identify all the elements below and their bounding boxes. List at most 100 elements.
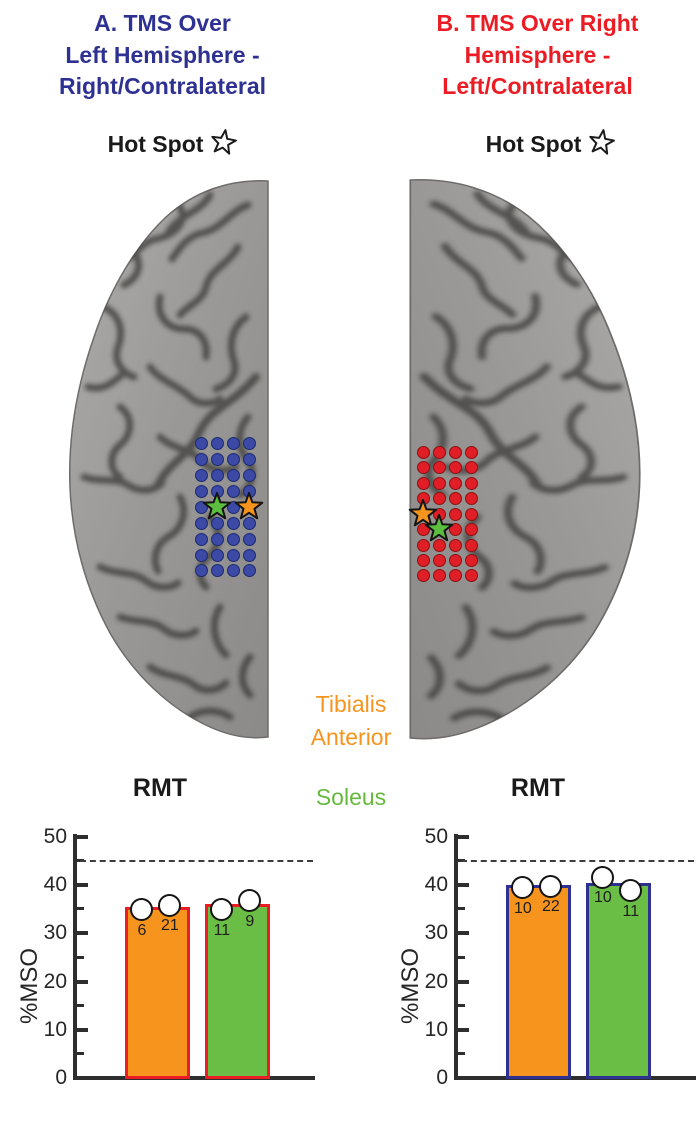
stimulation-site-dot	[416, 445, 430, 459]
y-axis-major-tick	[458, 931, 469, 936]
y-axis-tick-label: 50	[43, 825, 67, 848]
participant-id-label: 11	[213, 921, 231, 939]
stimulation-site-dot	[448, 460, 462, 474]
panel-a-title-line-2: Left Hemisphere -	[65, 41, 260, 68]
y-axis-tick-label: 40	[43, 873, 67, 897]
participant-data-point	[158, 893, 182, 917]
stimulation-site-dot	[448, 568, 462, 582]
stimulation-site-dot	[416, 538, 430, 552]
stimulation-site-dot	[210, 563, 224, 577]
stimulation-site-dot	[242, 563, 256, 577]
stimulation-site-dot	[448, 491, 462, 505]
y-axis-tick-label: 30	[43, 921, 67, 945]
y-axis-major-tick	[77, 979, 88, 984]
stimulation-site-dot	[416, 460, 430, 474]
Soleus-hotspot-star	[202, 492, 232, 522]
stimulation-site-dot	[464, 507, 478, 521]
y-axis-minor-tick	[77, 1003, 84, 1007]
stimulation-site-dot	[432, 445, 446, 459]
x-axis-line	[454, 1076, 696, 1080]
stimulation-site-dot	[226, 436, 240, 450]
participant-data-point	[591, 865, 615, 889]
stimulation-site-dot	[448, 476, 462, 490]
soleus-bar	[205, 904, 270, 1079]
stimulation-site-dot	[226, 484, 240, 498]
hotspot-text: Hot Spot	[107, 131, 204, 157]
panel-a-title-line-1: A. TMS Over	[94, 10, 231, 36]
threshold-dashed-line	[80, 860, 313, 863]
hotspot-text: Hot Spot	[485, 131, 582, 157]
stimulation-site-dot	[432, 568, 446, 582]
stimulation-site-dot	[194, 436, 208, 450]
y-axis-major-tick	[458, 835, 469, 839]
participant-id-label: 11	[622, 902, 640, 920]
y-axis-tick-label: 50	[424, 825, 448, 848]
stimulation-site-dot	[464, 445, 478, 459]
stimulation-site-dot	[416, 568, 430, 582]
stimulation-site-dot	[210, 452, 224, 466]
participant-data-point	[539, 874, 563, 898]
stimulation-site-dot	[210, 516, 224, 530]
participant-id-label: 9	[245, 912, 255, 930]
stimulation-site-dot	[464, 538, 478, 552]
y-axis-tick-label: 0	[436, 1066, 448, 1089]
stimulation-site-dot	[464, 553, 478, 567]
stimulation-site-dot	[194, 484, 208, 498]
stimulation-site-dot	[432, 491, 446, 505]
stimulation-site-dot	[242, 516, 256, 530]
soleus-bar	[586, 882, 651, 1079]
star-outline-icon	[211, 129, 238, 155]
stimulation-site-dot	[226, 532, 240, 546]
participant-id-label: 10	[593, 889, 612, 907]
participant-data-point	[511, 876, 535, 900]
panel-b-title: B. TMS Over Right Hemisphere - Left/Cont…	[405, 8, 670, 103]
stimulation-site-dot	[226, 563, 240, 577]
star-outline-icon	[589, 129, 616, 155]
stimulation-site-dot	[432, 553, 446, 567]
participant-id-label: 10	[513, 899, 532, 917]
stimulation-site-dot	[226, 548, 240, 562]
y-axis-minor-tick	[77, 907, 84, 911]
y-axis-tick-label: 10	[43, 1017, 67, 1041]
x-axis-line	[73, 1076, 315, 1080]
y-axis-line	[73, 834, 77, 1080]
stimulation-site-dot	[464, 491, 478, 505]
stimulation-site-dot	[432, 538, 446, 552]
participant-data-point	[238, 889, 262, 913]
y-axis-major-tick	[458, 1027, 469, 1032]
stimulation-site-dot	[242, 548, 256, 562]
y-axis-major-tick	[77, 835, 88, 839]
stimulation-site-dot	[448, 538, 462, 552]
stimulation-site-dot	[194, 468, 208, 482]
panel-a-hotspot-label: Hot Spot	[60, 129, 285, 158]
y-axis-minor-tick	[458, 1051, 465, 1055]
y-axis-tick-label: 40	[424, 873, 448, 897]
stimulation-site-dot	[448, 445, 462, 459]
participant-data-point	[619, 879, 643, 902]
y-axis-minor-tick	[458, 907, 465, 911]
stimulation-site-dot	[242, 532, 256, 546]
stimulation-site-dot	[464, 522, 478, 536]
y-axis-tick-label: 30	[424, 921, 448, 945]
stimulation-site-dot	[210, 548, 224, 562]
Soleus-hotspot-star	[424, 514, 454, 544]
stimulation-site-dot	[448, 507, 462, 521]
stimulation-site-dot	[210, 436, 224, 450]
y-axis-major-tick	[77, 883, 88, 888]
participant-id-label: 22	[541, 898, 560, 916]
y-axis-tick-label: 10	[424, 1017, 448, 1041]
panel-b-hotspot-label: Hot Spot	[438, 129, 663, 158]
legend-tibialis-anterior: Tibialis Anterior	[278, 688, 424, 754]
tibialis-anterior-bar	[125, 906, 190, 1079]
legend-soleus-label: Soleus	[315, 784, 387, 810]
y-axis-tick-label: 0	[55, 1066, 67, 1089]
stimulation-site-dot	[448, 553, 462, 567]
stimulation-site-dot	[464, 476, 478, 490]
stimulation-site-dot	[432, 476, 446, 490]
panel-b-title-line-2: Hemisphere -	[464, 41, 611, 68]
legend-tibialis-line2: Anterior	[310, 724, 392, 750]
stimulation-site-dot	[242, 436, 256, 450]
participant-data-point	[210, 898, 234, 922]
stimulation-site-dot	[194, 563, 208, 577]
